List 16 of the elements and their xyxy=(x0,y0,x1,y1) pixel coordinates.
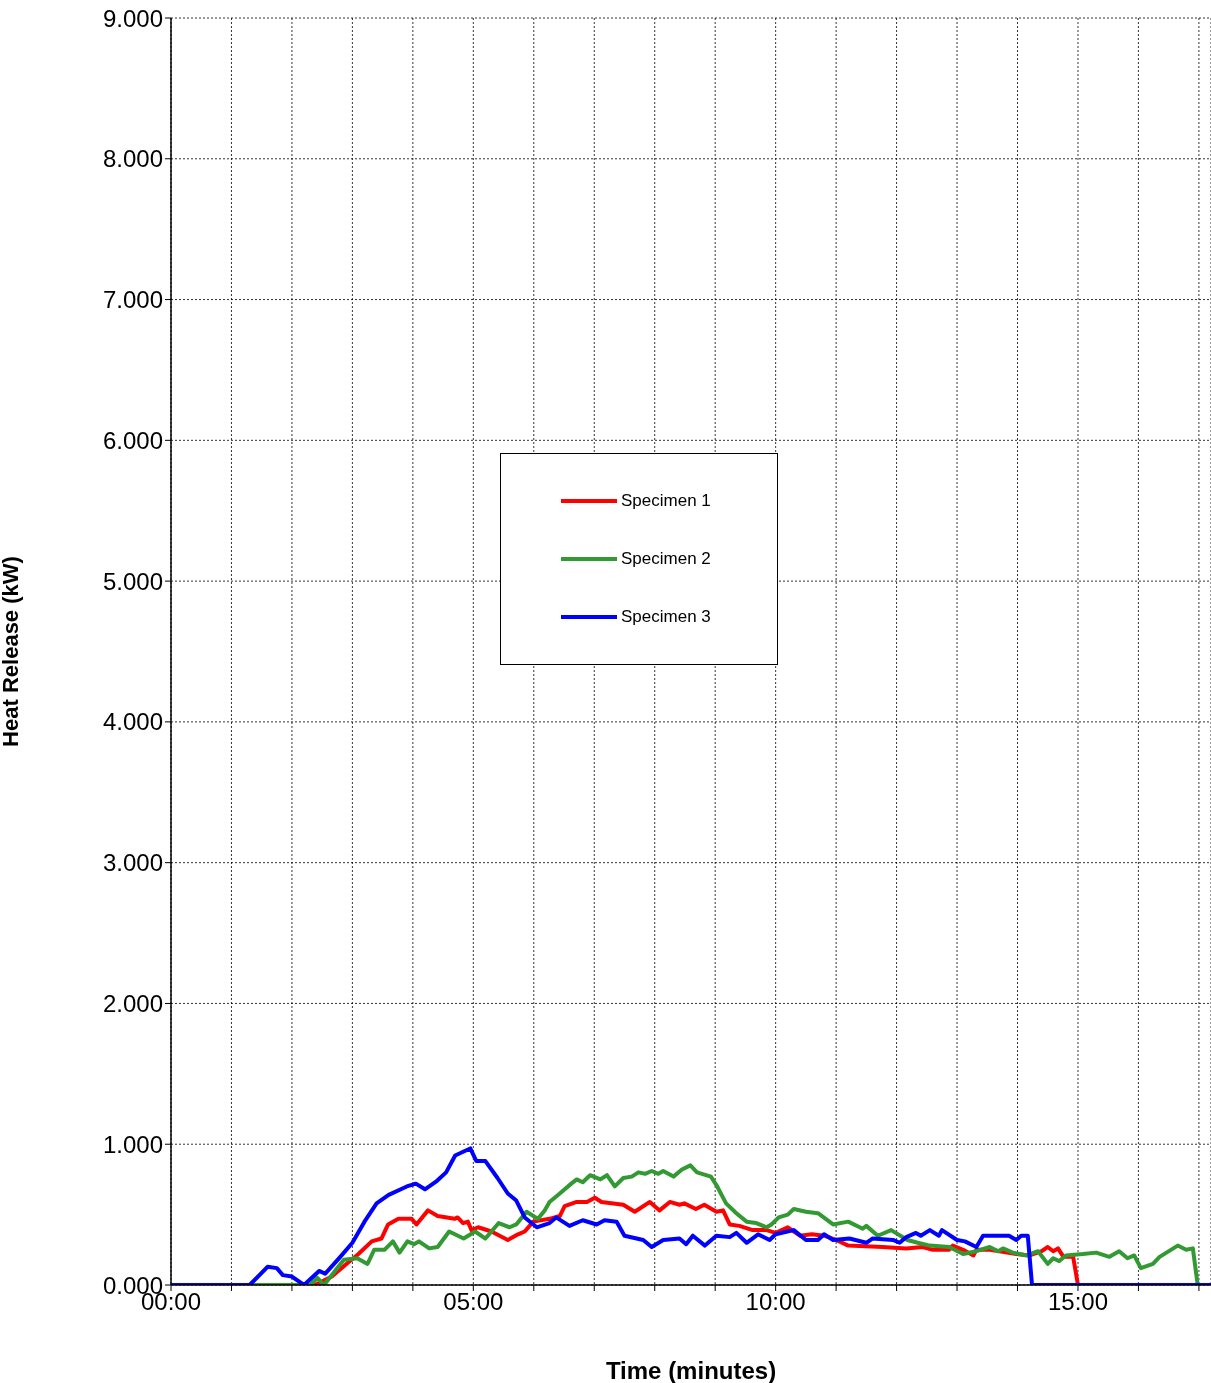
x-tick-label: 15:00 xyxy=(1047,1288,1109,1316)
y-tick-label: 5.000 xyxy=(102,567,163,595)
legend-label: Specimen 1 xyxy=(621,491,711,511)
y-axis-title: Heat Release (kW) xyxy=(0,556,23,747)
y-tick-label: 6.000 xyxy=(102,426,163,454)
y-tick-label: 7.000 xyxy=(102,286,163,314)
y-tick-label: 4.000 xyxy=(102,708,163,736)
legend-label: Specimen 2 xyxy=(621,549,711,569)
y-tick-label: 1.000 xyxy=(102,1130,163,1158)
y-tick-label: 3.000 xyxy=(102,849,163,877)
legend-label: Specimen 3 xyxy=(621,607,711,627)
x-tick-label: 10:00 xyxy=(745,1288,806,1316)
y-tick-label: 9.000 xyxy=(102,4,163,32)
y-tick-label: 2.000 xyxy=(102,989,163,1017)
x-tick-label: 05:00 xyxy=(443,1288,504,1316)
y-tick-label: 8.000 xyxy=(102,145,163,173)
